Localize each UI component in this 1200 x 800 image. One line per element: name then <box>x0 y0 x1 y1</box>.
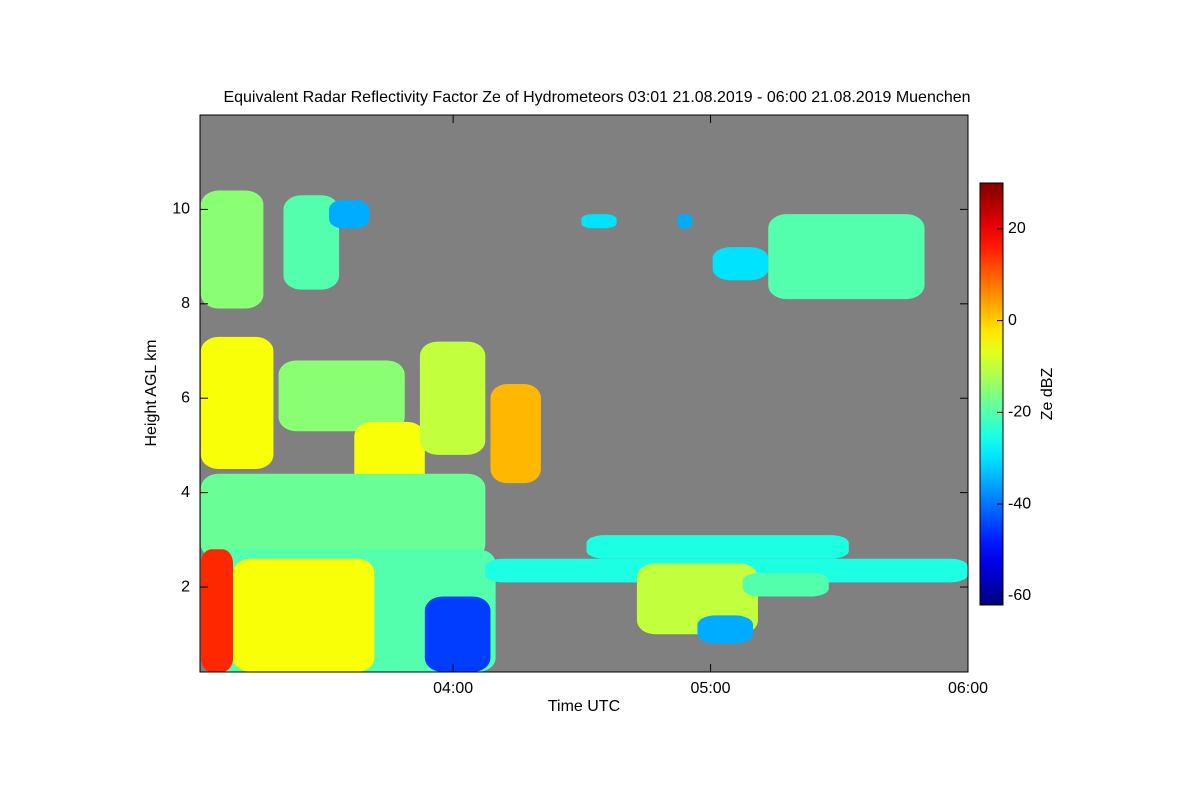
colorbar-tick-label: -60 <box>1008 587 1031 604</box>
echo-region <box>200 549 234 672</box>
x-tick-label: 04:00 <box>433 680 473 697</box>
colorbar-label: Ze dBZ <box>1039 368 1056 421</box>
echo-region <box>419 341 486 455</box>
x-tick-label: 06:00 <box>948 680 988 697</box>
colorbar-tick-label: 0 <box>1008 312 1017 329</box>
echo-region <box>768 214 925 300</box>
echo-region <box>712 247 769 281</box>
echo-region <box>490 384 541 484</box>
echo-region <box>424 596 491 672</box>
chart-title: Equivalent Radar Reflectivity Factor Ze … <box>223 89 970 106</box>
regions <box>200 190 968 672</box>
y-tick-label: 10 <box>172 201 190 218</box>
y-axis-label: Height AGL km <box>143 339 160 446</box>
y-tick-label: 6 <box>181 389 190 406</box>
echo-region <box>200 190 264 309</box>
x-axis-label: Time UTC <box>548 698 620 715</box>
colorbar <box>979 182 1004 606</box>
colorbar-tick-label: -40 <box>1008 495 1031 512</box>
echo-region <box>278 360 405 432</box>
plot-frame <box>199 114 969 673</box>
echo-region <box>677 214 693 229</box>
echo-region <box>200 473 486 559</box>
echo-region <box>697 615 754 644</box>
echo-region <box>581 214 617 229</box>
x-tick-label: 05:00 <box>691 680 731 697</box>
y-tick-label: 2 <box>181 578 190 595</box>
echo-region <box>742 572 829 597</box>
echo-region <box>200 336 274 470</box>
echo-region <box>283 195 340 290</box>
echo-region <box>233 558 375 672</box>
colorbar-tick-label: 20 <box>1008 220 1026 237</box>
echo-region <box>329 199 370 229</box>
y-tick-label: 4 <box>181 484 190 501</box>
echo-region <box>586 535 849 559</box>
y-tick-label: 8 <box>181 295 190 312</box>
colorbar-tick-label: -20 <box>1008 404 1031 421</box>
